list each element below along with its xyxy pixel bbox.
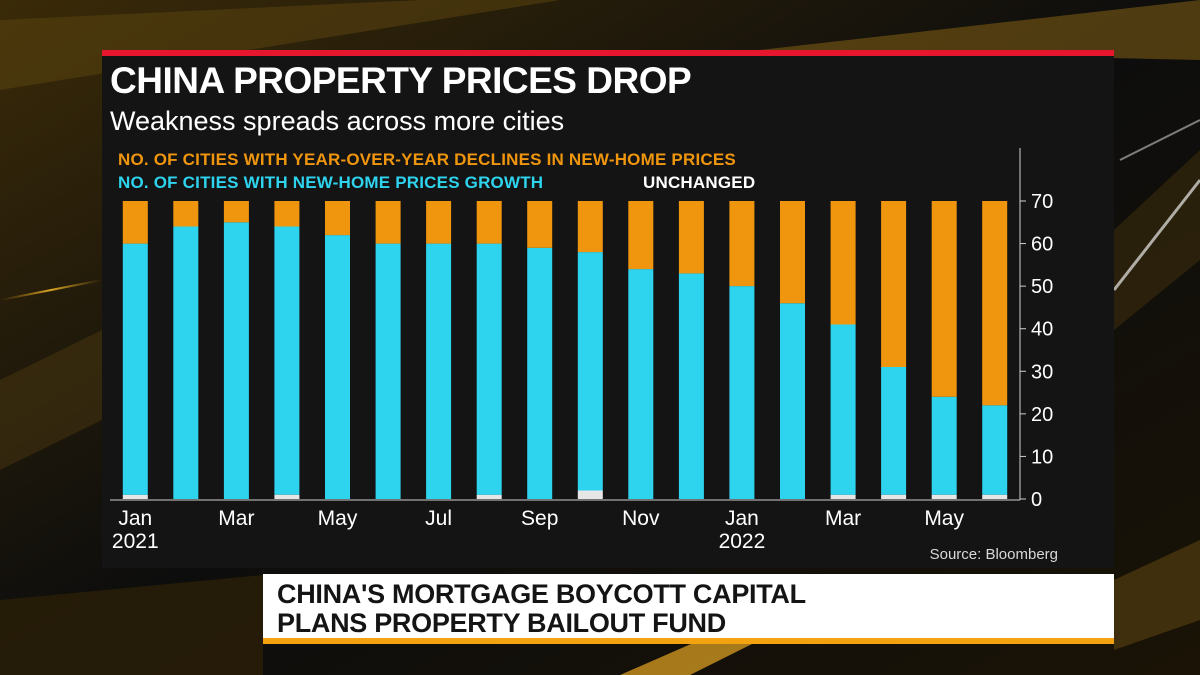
- y-tick-label: 30: [1031, 361, 1053, 383]
- bar-growth: [931, 396, 957, 495]
- x-tick-label: Nov: [622, 507, 660, 530]
- bar-declines: [577, 201, 603, 253]
- bar-declines: [375, 201, 401, 244]
- legend-declines: NO. OF CITIES WITH YEAR-OVER-YEAR DECLIN…: [118, 150, 736, 169]
- bar-declines: [223, 201, 249, 223]
- bar-growth: [476, 243, 502, 495]
- bar-declines: [325, 201, 350, 236]
- bar-declines: [931, 201, 957, 397]
- bar-unchanged: [830, 494, 856, 499]
- bar-unchanged: [577, 490, 603, 499]
- x-tick-label: Sep: [521, 507, 558, 530]
- bar-declines: [780, 201, 805, 304]
- bar-growth: [830, 324, 856, 495]
- bar-unchanged: [274, 494, 300, 499]
- headline-line-2: PLANS PROPERTY BAILOUT FUND: [277, 608, 726, 638]
- bar-unchanged: [931, 494, 957, 499]
- bar-unchanged: [476, 494, 502, 499]
- y-tick-label: 50: [1031, 276, 1053, 298]
- bar-growth: [223, 222, 249, 500]
- chart-subtitle: Weakness spreads across more cities: [110, 106, 565, 136]
- x-tick-label: May: [318, 507, 358, 530]
- bar-declines: [628, 201, 654, 270]
- legend-growth: NO. OF CITIES WITH NEW-HOME PRICES GROWT…: [118, 173, 544, 192]
- bar-growth: [628, 269, 654, 499]
- bar-unchanged: [881, 494, 907, 499]
- news-ticker: CHINA'S MORTGAGE BOYCOTT CAPITAL PLANS P…: [263, 574, 1114, 644]
- bar-declines: [982, 201, 1008, 406]
- bar-growth: [729, 286, 755, 499]
- bar-unchanged: [122, 494, 148, 499]
- x-tick-label: May: [924, 507, 964, 530]
- x-tick-label: Jul: [425, 507, 452, 530]
- bar-unchanged: [982, 494, 1008, 499]
- bar-growth: [274, 226, 300, 495]
- bar-growth: [122, 243, 148, 495]
- bar-growth: [780, 303, 805, 499]
- bar-declines: [881, 201, 907, 367]
- x-tick-label: Jan: [118, 507, 152, 530]
- y-tick-label: 40: [1031, 319, 1053, 341]
- bar-declines: [274, 201, 300, 227]
- bar-declines: [729, 201, 755, 287]
- bar-declines: [678, 201, 704, 274]
- bar-growth: [678, 273, 704, 499]
- bar-growth: [577, 252, 603, 491]
- bar-declines: [122, 201, 148, 244]
- legend-unchanged: UNCHANGED: [643, 173, 756, 192]
- x-tick-year-label: 2021: [112, 530, 159, 553]
- y-tick-label: 70: [1031, 191, 1053, 213]
- bar-growth: [881, 367, 907, 495]
- bar-growth: [982, 405, 1008, 495]
- bar-declines: [476, 201, 502, 244]
- x-tick-label: Jan: [725, 507, 759, 530]
- y-tick-label: 0: [1031, 489, 1042, 511]
- chart-title: CHINA PROPERTY PRICES DROP: [110, 60, 692, 101]
- source-note: Source: Bloomberg: [929, 546, 1058, 563]
- bar-declines: [173, 201, 199, 227]
- bar-growth: [173, 226, 199, 499]
- bar-growth: [325, 235, 350, 499]
- bar-declines: [426, 201, 452, 244]
- x-tick-label: Mar: [825, 507, 861, 530]
- y-tick-label: 20: [1031, 404, 1053, 426]
- bar-declines: [527, 201, 553, 248]
- y-tick-label: 60: [1031, 234, 1053, 256]
- bar-declines: [830, 201, 856, 325]
- x-tick-label: Mar: [218, 507, 254, 530]
- title-accent-bar: [102, 50, 1114, 56]
- bar-growth: [426, 243, 452, 499]
- bar-growth: [375, 243, 401, 499]
- y-tick-label: 10: [1031, 446, 1053, 468]
- headline-line-1: CHINA'S MORTGAGE BOYCOTT CAPITAL: [277, 579, 806, 609]
- x-tick-year-label: 2022: [719, 530, 766, 553]
- bar-growth: [527, 247, 553, 499]
